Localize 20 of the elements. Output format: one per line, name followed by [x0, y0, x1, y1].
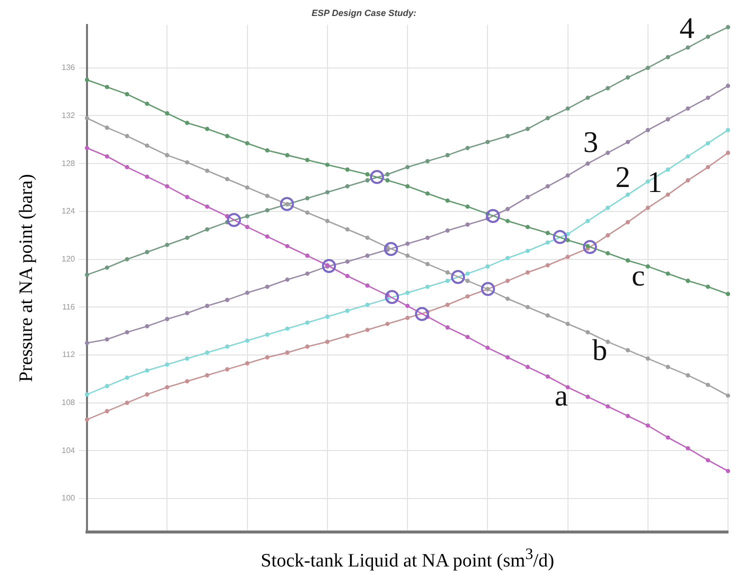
- series-label: 3: [583, 126, 598, 159]
- y-tick-label: 128: [62, 158, 76, 168]
- series-label: 4: [679, 12, 694, 46]
- y-tick-label: 132: [62, 110, 76, 120]
- y-tick-label: 100: [62, 494, 76, 503]
- series-label: 2: [615, 160, 630, 194]
- y-tick-label: 124: [62, 206, 76, 216]
- y-tick-label: 136: [62, 63, 76, 72]
- x-axis-title: Stock-tank Liquid at NA point (sm$^{3}$/d): [260, 546, 556, 572]
- series-label: b: [592, 334, 608, 367]
- y-tick-label: 120: [62, 254, 76, 264]
- chart-title: ESP Design Case Study:: [312, 8, 416, 18]
- series-label: a: [554, 380, 568, 413]
- y-tick-label: 108: [62, 398, 76, 408]
- y-tick-label: 104: [62, 446, 76, 455]
- y-tick-label: 116: [62, 302, 76, 312]
- series-label: c: [632, 259, 645, 292]
- y-tick-label: 112: [62, 350, 76, 360]
- y-axis-title: Pressure at NA point (bara): [16, 174, 38, 382]
- series-label: 1: [647, 166, 662, 200]
